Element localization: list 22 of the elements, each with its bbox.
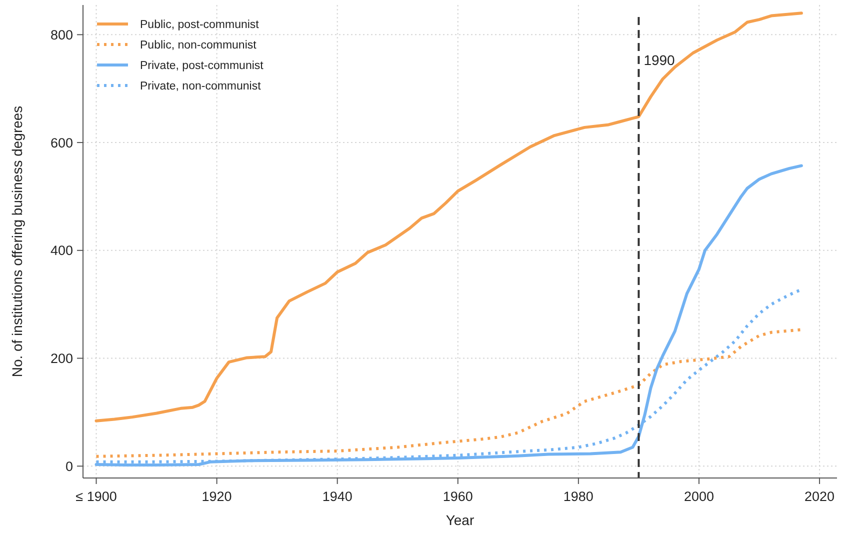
x-tick-label: 1920 [202, 489, 232, 504]
legend-label: Private, non-communist [140, 80, 262, 93]
y-axis-title: No. of institutions offering business degrees [9, 106, 25, 378]
x-axis-title: Year [446, 512, 474, 528]
y-tick-label: 0 [65, 458, 73, 474]
x-tick-label: 2020 [804, 489, 835, 504]
y-tick-label: 600 [50, 135, 73, 150]
legend-label: Public, post-communist [140, 19, 260, 32]
line-series [94, 164, 803, 467]
x-tick-label: 1980 [563, 489, 594, 504]
x-tick-label: 1940 [322, 489, 352, 504]
y-tick-label: 800 [50, 27, 73, 42]
x-tick-label: 1960 [442, 489, 473, 504]
legend-label: Public, non-communist [140, 40, 258, 52]
line-series [94, 328, 803, 458]
y-tick-label: 400 [50, 243, 73, 258]
x-tick-label: ≤ 1900 [76, 489, 117, 504]
x-tick-label: 2000 [684, 489, 714, 504]
legend-label: Private, post-communist [140, 60, 264, 72]
ref-line-label: 1990 [644, 52, 676, 68]
y-tick-label: 200 [50, 350, 73, 366]
line-series [94, 12, 803, 422]
